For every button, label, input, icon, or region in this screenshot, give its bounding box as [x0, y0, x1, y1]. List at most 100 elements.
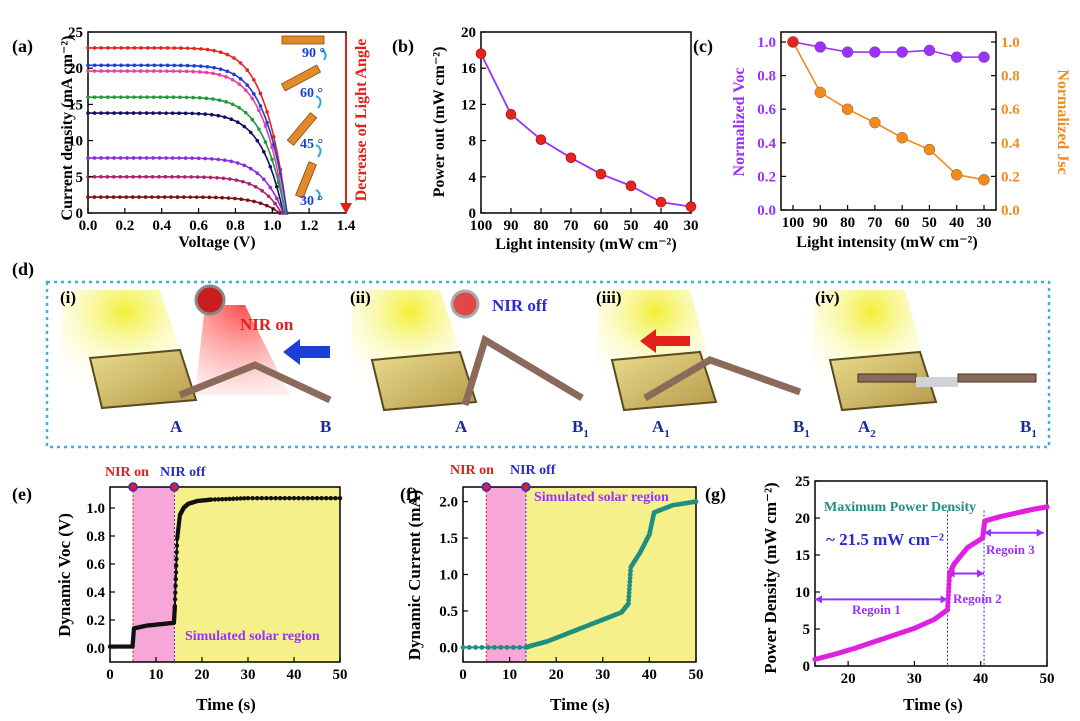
iv-marker — [112, 175, 116, 179]
iv-marker — [189, 175, 193, 179]
x-tick-label: 80 — [840, 215, 855, 231]
step-iv: (iv) A2 B1 — [812, 288, 1037, 440]
series-point-1 — [951, 169, 963, 181]
iv-marker — [235, 161, 240, 165]
iv-marker — [230, 102, 235, 107]
iv-marker — [190, 111, 194, 116]
end-left-ii: A — [455, 417, 468, 436]
iv-marker — [151, 95, 156, 99]
y-tick-label: 0 — [76, 206, 84, 222]
end-left-iv-sub: 2 — [870, 428, 876, 440]
y-tick-label: 0.8 — [86, 529, 105, 545]
iv-marker — [225, 69, 230, 74]
y-tick-label: 0.6 — [757, 102, 776, 118]
iv-marker — [204, 96, 209, 101]
iv-marker — [145, 69, 149, 73]
end-right-ii-sub: 1 — [583, 428, 589, 440]
iv-marker — [99, 46, 104, 50]
iv-marker — [124, 195, 129, 199]
y-tick-label: 0.5 — [439, 604, 458, 620]
iv-marker — [163, 175, 168, 179]
iv-marker — [99, 63, 104, 68]
y-tick-label: 1.0 — [757, 35, 776, 51]
x-tick-label: 100 — [470, 218, 493, 234]
iv-marker — [205, 47, 210, 52]
nir-marker-dot — [521, 482, 531, 492]
y-tick-label: 0.2 — [757, 169, 776, 185]
iv-marker — [252, 78, 256, 82]
iv-marker — [270, 145, 274, 150]
iv-marker — [152, 46, 157, 50]
iv-marker — [224, 75, 228, 79]
substrate-pad — [610, 350, 718, 412]
iv-marker — [192, 46, 196, 51]
iv-marker — [250, 96, 255, 101]
y-tick-label: 1.0 — [86, 501, 105, 517]
region-label: Simulated solar region — [185, 629, 320, 644]
series-point-0 — [978, 51, 990, 63]
iv-marker — [145, 46, 150, 50]
y-tick-label: 8 — [469, 134, 477, 150]
step-label-iii: (iii) — [596, 288, 622, 307]
series-point — [220, 496, 225, 502]
chart-e: 0 10 20 30 40 50 0.0 0.2 0.4 0.6 0.8 1.0 NIR on NIR… — [55, 465, 348, 714]
axis-ticks: 100 90 80 70 60 50 40 30 0 4 8 12 16 20 — [461, 25, 699, 234]
iv-marker — [234, 178, 239, 182]
iv-marker — [250, 117, 255, 122]
iv-marker — [191, 69, 195, 74]
iv-marker — [276, 180, 281, 185]
iv-marker — [209, 112, 214, 117]
iv-marker — [112, 63, 117, 68]
iv-marker — [125, 111, 129, 115]
end-left-iv-letter: A — [858, 417, 871, 436]
iv-marker — [239, 197, 244, 202]
end-right-iv: B1 — [1020, 417, 1037, 440]
end-left-iii-letter: A — [652, 417, 665, 436]
series-point — [231, 496, 236, 501]
iv-marker — [215, 175, 219, 180]
plot-frame — [480, 31, 692, 214]
series-point — [627, 575, 633, 581]
x-tick-label: 40 — [973, 671, 988, 687]
iv-marker — [248, 130, 253, 135]
iv-marker — [273, 201, 277, 206]
axis-ticks: 20 30 40 50 0 5 10 15 20 25 — [795, 474, 1055, 687]
series-point — [693, 499, 699, 504]
x-tick-label: 0.4 — [152, 218, 171, 234]
series-point-0 — [814, 41, 826, 53]
iv-marker — [243, 88, 248, 92]
iv-marker — [131, 111, 136, 115]
series-point — [287, 496, 292, 501]
region-3-label: Regoin 3 — [986, 542, 1035, 557]
series-point — [1044, 504, 1050, 510]
iv-marker — [213, 195, 218, 200]
y2-tick-label: 0.0 — [1001, 203, 1020, 219]
y-tick-label: 1.0 — [439, 568, 458, 584]
iv-marker — [125, 156, 129, 160]
series-point — [626, 586, 632, 592]
iv-curves — [86, 46, 289, 215]
x-tick-label: 1.4 — [337, 218, 356, 234]
x-tick-label: 0.8 — [226, 218, 245, 234]
iv-marker — [177, 156, 181, 160]
x-tick-label: 50 — [333, 667, 348, 683]
series-point-1 — [869, 116, 881, 129]
nir-marker-dot — [169, 482, 180, 492]
end-left-i: A — [170, 417, 183, 436]
iv-marker — [151, 156, 155, 160]
panel-label-g: (g) — [705, 484, 726, 505]
iv-marker — [245, 198, 250, 202]
y-tick-label: 0 — [469, 206, 477, 222]
panel-label-a: (a) — [12, 36, 33, 57]
iv-marker — [131, 175, 135, 179]
pink-nir-band — [133, 487, 175, 662]
iv-marker — [156, 195, 161, 199]
iv-marker — [242, 163, 247, 168]
nir-marker-dot — [481, 482, 492, 492]
iv-marker — [191, 95, 195, 100]
y-axis-label: Dynamic Current (mA) — [405, 490, 424, 661]
y-tick-label: 10 — [795, 585, 810, 601]
x-axis-label: Time (s) — [196, 695, 256, 714]
series-point — [212, 497, 218, 502]
region-1-arrow-head-right — [940, 595, 948, 604]
